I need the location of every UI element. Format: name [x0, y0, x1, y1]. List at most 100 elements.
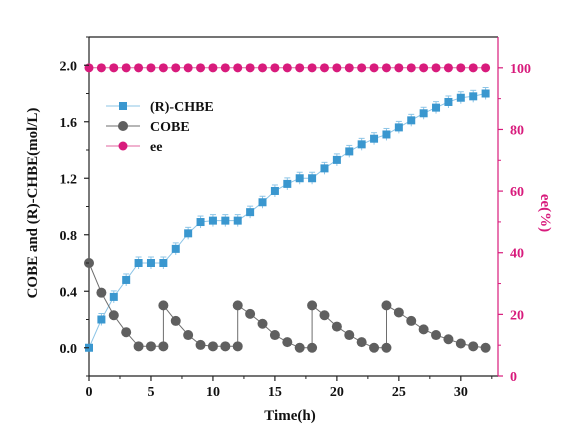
data-point-ee [258, 63, 268, 73]
legend-marker-r-chbe [119, 102, 127, 110]
x-tick-label: 5 [147, 385, 154, 400]
data-point-r-chbe [283, 179, 292, 188]
data-point-cobe [207, 341, 218, 352]
data-point-r-chbe [320, 164, 329, 173]
data-point-r-chbe [122, 275, 131, 284]
data-point-cobe [331, 321, 342, 332]
data-point-r-chbe [382, 130, 391, 139]
x-tick-label: 10 [206, 385, 220, 400]
data-point-ee [419, 63, 429, 73]
data-point-r-chbe [184, 229, 193, 238]
y-tick-label: 1.6 [60, 116, 78, 131]
series-ee [84, 63, 491, 73]
data-point-ee [443, 63, 453, 73]
data-point-ee [344, 63, 354, 73]
y2-tick-label: 80 [510, 123, 524, 138]
data-point-r-chbe [97, 315, 106, 324]
data-point-cobe [468, 341, 479, 352]
data-point-r-chbe [109, 292, 118, 301]
x-tick-label: 30 [454, 385, 468, 400]
data-point-ee [96, 63, 106, 73]
data-point-ee [196, 63, 206, 73]
data-point-r-chbe [444, 97, 453, 106]
data-point-ee [121, 63, 131, 73]
data-point-ee [233, 63, 243, 73]
legend-label-ee: ee [150, 140, 162, 155]
data-point-ee [481, 63, 491, 73]
series-line-r-chbe [88, 93, 486, 349]
y-tick-label: 1.2 [60, 172, 78, 187]
data-point-ee [406, 63, 416, 73]
data-point-cobe [133, 341, 144, 352]
data-point-cobe [158, 341, 169, 352]
x-axis-title: Time(h) [264, 408, 315, 424]
data-point-ee [282, 63, 292, 73]
data-point-cobe [170, 315, 181, 326]
data-point-cobe [381, 300, 392, 311]
data-point-cobe [294, 342, 305, 353]
data-point-r-chbe [221, 216, 230, 225]
y2-tick-label: 20 [510, 308, 524, 323]
data-point-cobe [381, 342, 392, 353]
data-point-cobe [269, 330, 280, 341]
data-point-ee [245, 63, 255, 73]
data-point-ee [183, 63, 193, 73]
data-point-r-chbe [295, 174, 304, 183]
x-tick-label: 20 [330, 385, 344, 400]
series-cobe [84, 258, 491, 353]
data-point-r-chbe [394, 123, 403, 132]
legend: (R)-CHBE COBE ee [106, 100, 214, 155]
legend-item-ee: ee [106, 140, 162, 155]
data-point-ee [357, 63, 367, 73]
data-point-r-chbe [171, 244, 180, 253]
data-point-r-chbe [308, 174, 317, 183]
data-point-r-chbe [258, 198, 267, 207]
y2-tick-label: 0 [510, 370, 517, 385]
y2-tick-label: 60 [510, 185, 524, 200]
data-point-cobe [480, 342, 491, 353]
y-tick-label: 0.8 [60, 229, 78, 244]
legend-label-r-chbe: (R)-CHBE [150, 100, 214, 115]
data-point-r-chbe [481, 89, 490, 98]
x-tick-label: 0 [86, 385, 93, 400]
data-point-cobe [418, 324, 429, 335]
data-point-r-chbe [134, 259, 143, 267]
data-point-cobe [282, 337, 293, 348]
series-layer [84, 63, 491, 353]
series-line-cobe [88, 262, 486, 349]
data-point-cobe [232, 341, 243, 352]
data-point-cobe [393, 307, 404, 318]
y2-axis-title: ee(%) [537, 194, 553, 232]
data-point-ee [295, 63, 305, 73]
data-point-cobe [406, 315, 417, 326]
data-point-cobe [307, 342, 318, 353]
data-point-r-chbe [469, 92, 478, 101]
data-point-ee [270, 63, 280, 73]
data-point-ee [208, 63, 218, 73]
y2-tick-label: 40 [510, 247, 524, 262]
data-point-cobe [96, 287, 107, 298]
data-point-cobe [443, 334, 454, 345]
data-point-cobe [195, 339, 206, 350]
y2-tick-label: 100 [510, 62, 531, 77]
data-point-ee [109, 63, 119, 73]
data-point-r-chbe [432, 103, 441, 112]
data-point-r-chbe [370, 134, 379, 143]
data-point-r-chbe [332, 155, 341, 164]
legend-label-cobe: COBE [150, 120, 190, 135]
data-point-cobe [307, 300, 318, 311]
data-point-cobe [257, 318, 268, 329]
data-point-r-chbe [419, 109, 428, 118]
data-point-ee [171, 63, 181, 73]
data-point-r-chbe [196, 218, 205, 227]
axes-layer: 0 5 10 15 20 25 30 0.0 0.4 0.8 1.2 1.6 2.0 0 20 40 60 80 1… [60, 36, 531, 400]
data-point-ee [456, 63, 466, 73]
data-point-cobe [145, 341, 156, 352]
data-point-cobe [344, 330, 355, 341]
data-point-r-chbe [345, 147, 354, 156]
data-point-cobe [431, 330, 442, 341]
x-tick-label: 15 [268, 385, 282, 400]
legend-item-r-chbe: (R)-CHBE [106, 100, 214, 115]
legend-marker-ee [118, 141, 128, 151]
